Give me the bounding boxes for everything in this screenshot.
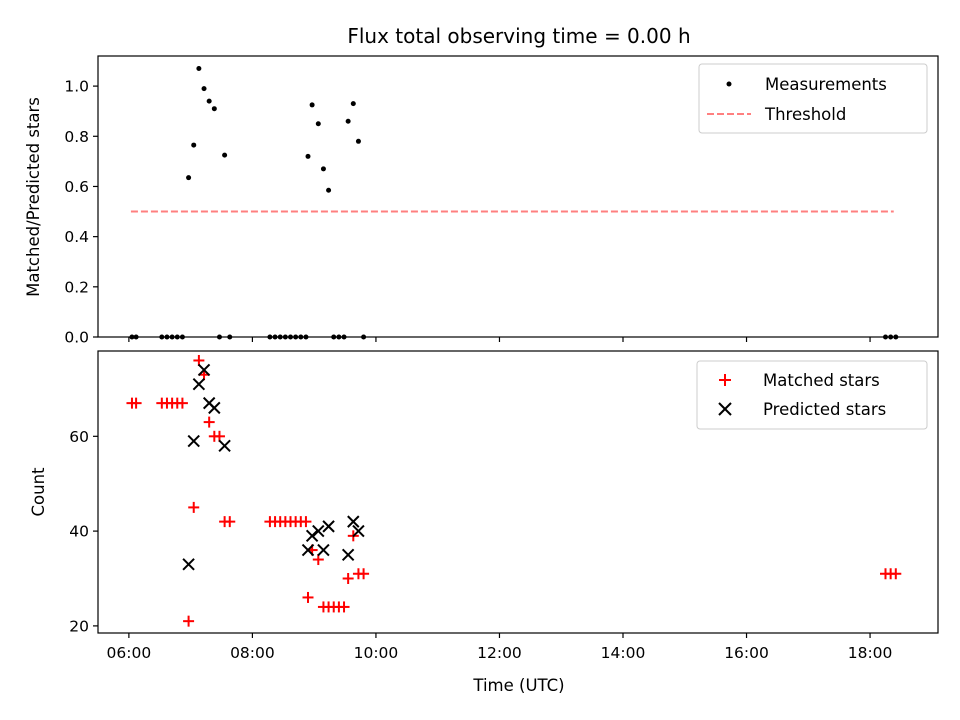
legend-marker-matched xyxy=(719,374,731,386)
matched-stars-point xyxy=(300,516,312,528)
predicted-stars-point xyxy=(352,524,365,538)
predicted-stars-point xyxy=(187,434,200,448)
y-tick-label: 40 xyxy=(69,523,89,541)
matched-stars-point xyxy=(890,568,902,580)
y-tick-label: 0.8 xyxy=(64,128,89,146)
x-tick-label: 10:00 xyxy=(354,644,399,662)
bottom-plot-frame xyxy=(97,350,939,634)
predicted-stars-point xyxy=(182,558,195,571)
y-tick-label: 1.0 xyxy=(64,78,89,96)
y-tick-label: 0.6 xyxy=(64,178,89,196)
legend-marker-predicted xyxy=(718,402,732,416)
top-panel: 0.0 0.2 0.4 0.6 0.8 1.0 Matched/Predicted sta… xyxy=(24,55,939,347)
top-legend-box xyxy=(698,63,928,134)
y-tick-label: 60 xyxy=(69,428,89,446)
predicted-stars-point xyxy=(347,515,360,528)
measurement-point xyxy=(222,152,228,158)
chart-title: Flux total observing time = 0.00 h xyxy=(347,24,690,48)
x-tick-label: 16:00 xyxy=(724,644,769,662)
measurement-point xyxy=(320,166,326,172)
y-tick-label: 20 xyxy=(69,617,89,635)
measurement-point xyxy=(355,138,361,144)
predicted-stars-point xyxy=(322,520,335,533)
top-ylabel: Matched/Predicted stars xyxy=(24,97,43,297)
matched-stars-point xyxy=(130,397,142,409)
bottom-panel: 20 40 60 06:00 08:00 10:00 12:00 14:00 16:00 18:… xyxy=(29,350,939,662)
measurement-point xyxy=(186,175,192,181)
y-tick-label: 0.0 xyxy=(64,329,89,347)
top-plot-frame xyxy=(97,55,939,338)
xlabel: Time (UTC) xyxy=(472,676,564,695)
measurement-point xyxy=(305,153,311,159)
measurement-point xyxy=(326,187,332,193)
legend-marker-measurements xyxy=(726,81,732,87)
matched-stars-point xyxy=(183,615,195,627)
measurement-point xyxy=(196,66,202,72)
predicted-stars-point xyxy=(317,543,330,557)
predicted-stars-point xyxy=(218,439,231,452)
predicted-stars-point xyxy=(312,524,325,538)
matched-stars-point xyxy=(358,568,370,580)
x-tick-label: 12:00 xyxy=(477,644,522,662)
x-tick-label: 14:00 xyxy=(601,644,646,662)
matched-stars-point xyxy=(203,416,215,428)
predicted-stars-point xyxy=(301,543,315,557)
y-tick-label: 0.2 xyxy=(64,278,89,296)
x-tick-label: 08:00 xyxy=(230,644,275,662)
legend-label-threshold: Threshold xyxy=(764,105,846,124)
measurement-point xyxy=(191,142,197,148)
measurement-point xyxy=(206,98,212,104)
measurement-point xyxy=(309,102,315,108)
x-tick-label: 06:00 xyxy=(107,644,152,662)
predicted-stars-point xyxy=(192,377,206,391)
bottom-legend: Matched stars Predicted stars xyxy=(696,360,928,430)
predicted-stars-point xyxy=(208,401,221,415)
predicted-stars-point xyxy=(197,363,211,377)
matched-stars-point xyxy=(302,591,314,603)
legend-label-matched: Matched stars xyxy=(763,371,880,390)
measurement-point xyxy=(345,118,351,124)
top-legend: Measurements Threshold xyxy=(698,63,928,134)
bottom-ylabel: Count xyxy=(29,467,48,517)
matched-stars-point xyxy=(188,501,200,513)
y-tick-label: 0.4 xyxy=(64,228,89,246)
measurement-point xyxy=(350,101,356,107)
measurement-point xyxy=(315,121,321,127)
legend-label-predicted: Predicted stars xyxy=(763,400,886,419)
predicted-stars-point xyxy=(305,529,319,543)
matched-stars-point xyxy=(224,516,236,528)
bottom-legend-box xyxy=(696,360,928,430)
matched-stars-point xyxy=(176,397,188,409)
matched-stars-point xyxy=(342,572,354,584)
measurement-point xyxy=(201,86,207,92)
measurement-point xyxy=(211,106,217,112)
legend-label-measurements: Measurements xyxy=(765,75,887,94)
predicted-stars-point xyxy=(341,548,355,562)
x-tick-label: 18:00 xyxy=(848,644,893,662)
matched-stars-point xyxy=(338,601,350,613)
